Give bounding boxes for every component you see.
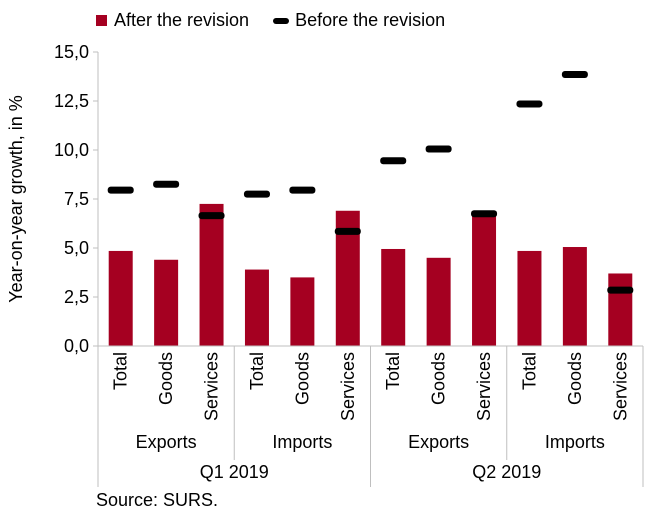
bar	[426, 257, 451, 346]
y-tick-label: 15,0	[54, 42, 89, 62]
bar	[608, 273, 633, 346]
marker	[198, 212, 225, 220]
marker	[607, 286, 634, 294]
period-label: Q2 2019	[472, 462, 541, 482]
group-label: Imports	[272, 432, 332, 452]
marker	[561, 71, 588, 79]
legend-label-before: Before the revision	[295, 10, 446, 30]
y-tick-label: 5,0	[64, 238, 89, 258]
bar	[154, 259, 179, 346]
marker	[425, 145, 452, 153]
source-note: Source: SURS.	[96, 490, 219, 510]
category-label: Goods	[429, 352, 449, 405]
bar	[199, 203, 224, 346]
legend-item-after: After the revision	[96, 10, 249, 31]
category-label: Goods	[156, 352, 176, 405]
y-tick-label: 2,5	[64, 287, 89, 307]
bar	[381, 248, 406, 346]
marker	[243, 190, 270, 198]
category-label: Services	[610, 352, 630, 421]
marker	[107, 186, 134, 194]
legend-swatch-before	[273, 17, 290, 24]
legend: After the revision Before the revision	[96, 10, 469, 31]
marker	[516, 100, 543, 108]
legend-label-after: After the revision	[114, 10, 250, 30]
group-label: Exports	[136, 432, 197, 452]
bar	[108, 250, 133, 346]
category-label: Total	[519, 352, 539, 390]
y-tick-label: 10,0	[54, 140, 89, 160]
marker	[153, 180, 180, 188]
bar	[472, 214, 497, 346]
category-label: Services	[202, 352, 222, 421]
y-tick-label: 0,0	[64, 336, 89, 356]
period-label: Q1 2019	[200, 462, 269, 482]
marker	[334, 227, 361, 235]
bar	[244, 269, 269, 346]
bar	[562, 247, 587, 346]
category-label: Goods	[565, 352, 585, 405]
legend-swatch-after	[96, 15, 107, 26]
category-label: Total	[111, 352, 131, 390]
category-label: Total	[247, 352, 267, 390]
marker	[289, 186, 316, 194]
bar	[290, 277, 315, 346]
category-label: Total	[383, 352, 403, 390]
group-label: Exports	[408, 432, 469, 452]
bar	[517, 250, 542, 346]
category-label: Goods	[292, 352, 312, 405]
group-label: Imports	[545, 432, 605, 452]
y-axis-title: Year-on-year growth, in %	[6, 95, 26, 302]
y-tick-label: 12,5	[54, 91, 89, 111]
marker	[471, 210, 498, 218]
marker	[380, 157, 407, 165]
category-label: Services	[474, 352, 494, 421]
category-label: Services	[338, 352, 358, 421]
legend-item-before: Before the revision	[273, 10, 445, 31]
y-tick-label: 7,5	[64, 189, 89, 209]
